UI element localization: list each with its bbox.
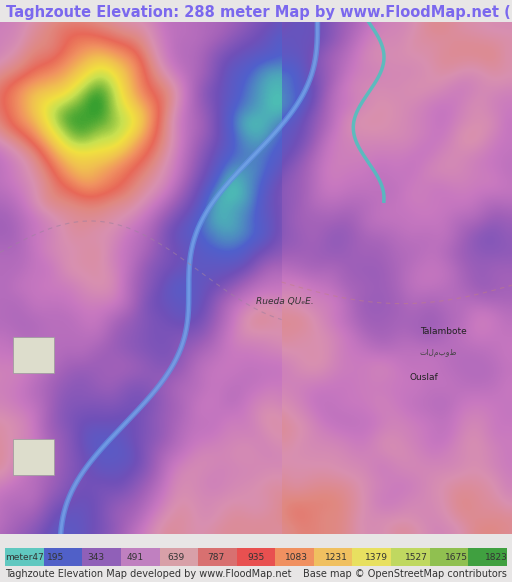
Text: 1527: 1527 [405, 553, 428, 562]
FancyBboxPatch shape [13, 337, 54, 372]
Text: 195: 195 [47, 553, 64, 562]
Bar [352, 548, 391, 566]
Text: Taghzoute Elevation Map developed by www.FloodMap.net: Taghzoute Elevation Map developed by www… [5, 569, 292, 579]
Text: N2
N13: N2 N13 [26, 348, 40, 361]
Text: 1675: 1675 [445, 553, 468, 562]
Text: 935: 935 [247, 553, 265, 562]
Text: 491: 491 [127, 553, 144, 562]
Bar [160, 548, 198, 566]
Text: meter47: meter47 [5, 553, 44, 562]
Bar [198, 548, 237, 566]
Bar [82, 548, 121, 566]
Text: 1231: 1231 [325, 553, 348, 562]
Bar [121, 548, 160, 566]
FancyBboxPatch shape [13, 439, 54, 475]
Text: Talambote: Talambote [420, 327, 466, 336]
Text: 343: 343 [87, 553, 104, 562]
Text: Taghzoute Elevation: 288 meter Map by www.FloodMap.net (beta): Taghzoute Elevation: 288 meter Map by ww… [6, 5, 512, 20]
Bar [468, 548, 507, 566]
Text: 1823: 1823 [485, 553, 508, 562]
Bar [5, 548, 44, 566]
Text: Base map © OpenStreetMap contributors: Base map © OpenStreetMap contributors [303, 569, 507, 579]
Bar [391, 548, 430, 566]
Bar [314, 548, 352, 566]
Text: تالمبوط: تالمبوط [420, 347, 457, 357]
Text: 1083: 1083 [285, 553, 308, 562]
Bar [44, 548, 82, 566]
Bar [237, 548, 275, 566]
Text: 1379: 1379 [365, 553, 388, 562]
Bar [275, 548, 314, 566]
Text: 639: 639 [167, 553, 184, 562]
Bar [430, 548, 468, 566]
Text: Ouslaf: Ouslaf [410, 373, 438, 382]
Text: Rueda QUₑE.: Rueda QUₑE. [256, 297, 314, 306]
Text: 787: 787 [207, 553, 224, 562]
Text: N2
N13: N2 N13 [26, 450, 40, 464]
